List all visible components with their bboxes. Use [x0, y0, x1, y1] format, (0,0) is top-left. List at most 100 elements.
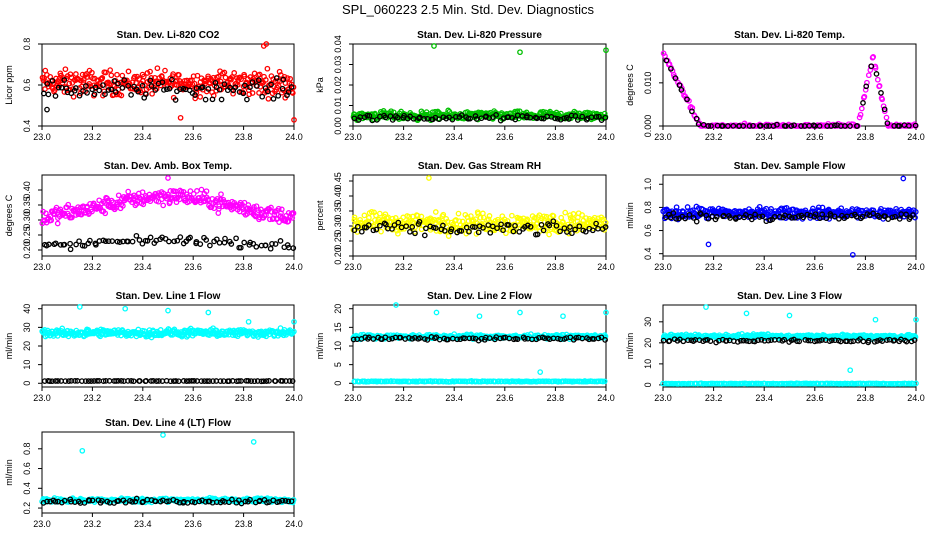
data-point [682, 380, 689, 387]
data-point [560, 313, 566, 320]
data-point [484, 378, 491, 385]
data-point [388, 378, 394, 384]
data-point [69, 214, 75, 221]
data-point [133, 495, 140, 502]
data-point [273, 75, 280, 81]
data-point [882, 213, 888, 220]
x-tick-label: 23.0 [33, 132, 51, 142]
y-axis-label: ml/min [625, 333, 635, 360]
data-point [602, 224, 609, 230]
data-point [169, 76, 175, 83]
data-point [125, 83, 132, 89]
data-point [258, 206, 264, 213]
data-point [44, 80, 51, 87]
data-point [908, 338, 915, 345]
data-point [554, 115, 561, 122]
x-tick-label: 23.4 [755, 393, 773, 403]
x-tick-label: 23.2 [84, 262, 102, 272]
data-point [139, 189, 146, 196]
data-point [672, 75, 679, 81]
data-point [55, 378, 61, 384]
x-tick-label: 23.0 [344, 132, 362, 142]
x-tick-label: 23.6 [184, 519, 202, 529]
data-point [386, 336, 392, 343]
data-point [218, 96, 225, 103]
data-point [868, 63, 875, 70]
series-1 [660, 50, 919, 129]
data-point [148, 378, 154, 384]
data-point [216, 86, 223, 93]
x-tick-label: 24.0 [285, 262, 303, 272]
y-tick-label: 0.30 [333, 217, 343, 235]
x-tick-label: 23.6 [184, 262, 202, 272]
data-point [214, 195, 221, 202]
data-point [256, 90, 262, 96]
data-point [720, 212, 727, 219]
data-point [572, 113, 579, 119]
y-tick-label: 10 [22, 360, 32, 370]
data-point [133, 232, 140, 239]
data-point [263, 41, 270, 47]
data-point [240, 90, 247, 97]
data-point [227, 84, 233, 91]
data-point [102, 238, 109, 245]
data-point [82, 378, 89, 384]
data-point [44, 498, 50, 505]
series-1 [39, 304, 297, 341]
data-point [446, 108, 453, 115]
data-point [432, 209, 439, 215]
data-point [209, 96, 216, 103]
data-point [455, 210, 462, 217]
data-point [412, 334, 418, 341]
data-point [670, 210, 677, 216]
data-point [189, 498, 196, 505]
data-point [861, 93, 868, 100]
data-point [676, 380, 682, 387]
data-point [108, 72, 115, 79]
data-point [667, 214, 674, 221]
data-point [385, 378, 391, 385]
x-tick-label: 23.0 [33, 393, 51, 403]
data-point [270, 95, 277, 102]
data-point [111, 83, 118, 90]
data-point [475, 229, 482, 236]
data-point [280, 76, 287, 83]
data-point [76, 92, 83, 99]
data-point [194, 188, 200, 194]
data-point [370, 227, 377, 234]
data-point [287, 75, 294, 82]
data-point [165, 326, 172, 332]
data-point [149, 90, 155, 97]
plot-frame [352, 304, 607, 388]
data-point [536, 335, 542, 341]
x-tick-label: 23.0 [654, 262, 672, 272]
data-point [233, 235, 239, 242]
data-point [365, 222, 372, 228]
data-point [896, 123, 903, 129]
data-point [259, 93, 266, 100]
y-tick-label: 0.6 [22, 79, 32, 92]
y-axis-label: ml/min [4, 459, 14, 486]
data-point [874, 76, 881, 83]
data-point [221, 69, 228, 76]
data-point [487, 229, 494, 236]
y-tick-label: 0.8 [643, 201, 653, 214]
plot-title: Stan. Dev. Line 3 Flow [737, 291, 842, 302]
data-point [251, 378, 258, 385]
data-point [275, 83, 282, 89]
data-point [170, 71, 176, 77]
data-point [264, 65, 271, 72]
data-point [86, 497, 93, 504]
data-point [163, 498, 170, 505]
data-point [49, 378, 55, 385]
data-point [879, 96, 886, 103]
data-point [798, 123, 804, 129]
data-point [796, 338, 803, 345]
x-tick-label: 23.0 [33, 519, 51, 529]
data-point [89, 208, 95, 215]
y-tick-label: 0.35 [333, 202, 343, 220]
data-point [279, 378, 286, 384]
y-tick-label: 1.0 [643, 178, 653, 191]
data-point [572, 226, 578, 233]
data-point [660, 337, 667, 344]
